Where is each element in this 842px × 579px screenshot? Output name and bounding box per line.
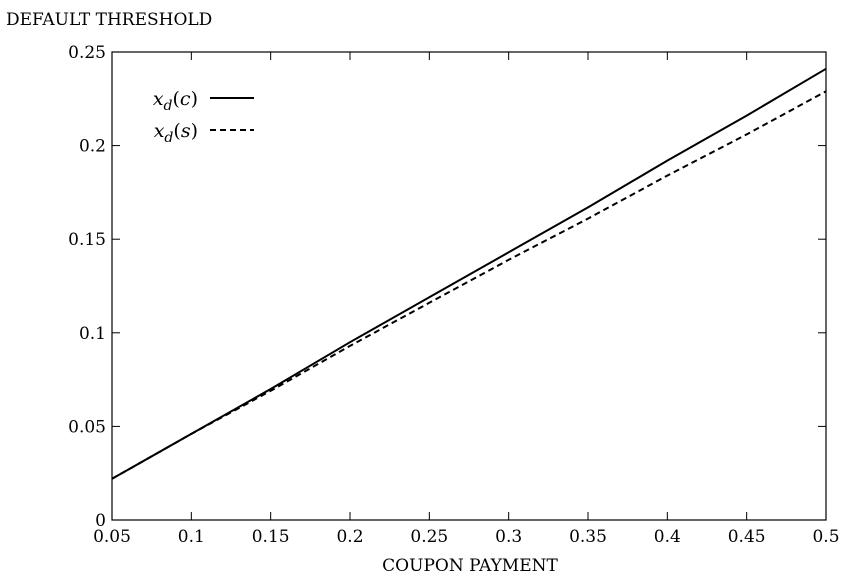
y-tick-label: 0.2 <box>79 137 106 157</box>
x-tick-label: 0.15 <box>252 527 290 547</box>
legend-label-0: xd(c) <box>153 88 198 114</box>
axis-ticks: 0.05 0.1 0.15 0.2 0.25 0.3 0.35 0.4 0.45 0.500.05… <box>68 43 839 547</box>
series-line-0 <box>111 67 827 480</box>
x-axis-label: COUPON PAYMENT <box>382 556 558 576</box>
y-tick-label: 0.05 <box>68 417 106 437</box>
x-tick-label: 0.35 <box>569 527 607 547</box>
x-tick-label: 0.25 <box>410 527 448 547</box>
x-tick-label: 0.5 <box>812 527 839 547</box>
x-tick-label: 0.2 <box>336 527 363 547</box>
legend-label-1: xd(s) <box>154 120 198 146</box>
x-tick-label: 0.05 <box>93 527 131 547</box>
y-tick-label: 0.15 <box>68 230 106 250</box>
y-tick-label: 0.1 <box>79 324 106 344</box>
x-tick-label: 0.4 <box>654 527 681 547</box>
y-tick-label: 0 <box>95 511 106 531</box>
plot-frame <box>111 51 827 521</box>
x-tick-label: 0.3 <box>495 527 522 547</box>
x-tick-label: 0.45 <box>728 527 766 547</box>
y-tick-label: 0.25 <box>68 43 106 63</box>
x-tick-label: 0.1 <box>178 527 205 547</box>
series-line-1 <box>111 90 827 480</box>
legend: xd(c) xd(s) <box>153 88 254 146</box>
series-lines <box>111 67 827 480</box>
y-axis-label: DEFAULT THRESHOLD <box>6 10 212 30</box>
